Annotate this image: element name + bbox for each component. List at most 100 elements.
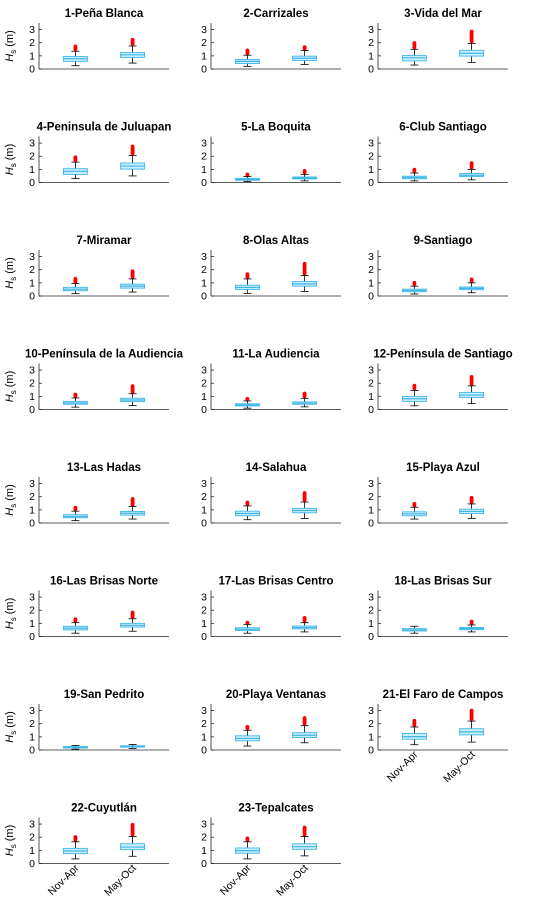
y-axis-label-subscript: s	[9, 617, 18, 621]
panel-title: 1-Peña Blanca	[65, 8, 144, 20]
box-may-oct	[292, 616, 318, 633]
y-tick-label: 3	[29, 251, 35, 263]
y-axis-label-subscript: s	[9, 163, 18, 167]
y-axis-label: Hs (m)	[4, 711, 18, 743]
panel-1: 1-Peña Blanca 0 123 Hs (m)	[4, 8, 169, 76]
y-tick-label: 0	[29, 404, 35, 416]
y-axis-label-unit: (m)	[4, 371, 16, 391]
y-tick-label: 2	[368, 605, 374, 617]
outlier-point	[73, 617, 78, 622]
y-tick-label: 0	[368, 404, 374, 416]
y-tick-label: 1	[368, 391, 374, 403]
panel-title: 8-Olas Altas	[243, 235, 309, 247]
y-tick-label: 3	[29, 365, 35, 377]
y-tick-label: 3	[201, 478, 207, 490]
box-may-oct	[292, 491, 318, 519]
y-tick-label: 0	[201, 64, 207, 76]
y-tick-label: 3	[201, 138, 207, 150]
panel-title: 19-San Pedrito	[64, 689, 145, 701]
panel-title: 6-Club Santiago	[399, 122, 487, 134]
y-tick-label: 0	[29, 745, 35, 757]
y-axis-label-subscript: s	[9, 390, 18, 394]
outlier-point	[412, 167, 417, 172]
box-may-oct	[459, 29, 485, 63]
y-axis-label-unit: (m)	[4, 598, 16, 618]
y-tick-label: 1	[201, 50, 207, 62]
outlier-point	[469, 619, 474, 624]
box-nov-apr	[401, 501, 427, 520]
y-axis-label-symbol: H	[4, 848, 16, 856]
box-nov-apr	[234, 48, 260, 67]
y-tick-label: 1	[29, 845, 35, 857]
panel-2: 2-Carrizales 0 123	[201, 8, 341, 76]
y-axis-label-unit: (m)	[4, 825, 16, 845]
y-tick-label: 0	[29, 64, 35, 76]
box-may-oct	[292, 716, 318, 744]
y-tick-label: 1	[29, 164, 35, 176]
box-nov-apr	[401, 718, 427, 746]
y-tick-label: 2	[368, 151, 374, 163]
outlier-point	[245, 48, 250, 53]
y-tick-label: 0	[201, 291, 207, 303]
y-tick-label: 3	[29, 592, 35, 604]
outlier-point	[412, 41, 417, 45]
y-tick-label: 0	[201, 858, 207, 870]
y-tick-label: 3	[368, 592, 374, 604]
box-nov-apr	[234, 620, 260, 634]
panel-title: 3-Vida del Mar	[404, 8, 482, 20]
panel-title: 9-Santiago	[414, 235, 473, 247]
box-nov-apr	[62, 276, 88, 295]
panel-title: 21-El Faro de Campos	[383, 689, 504, 701]
panel-13: 13-Las Hadas 0 123 Hs (m)	[4, 462, 169, 530]
y-tick-label: 1	[368, 164, 374, 176]
y-tick-label: 1	[201, 731, 207, 743]
y-tick-label: 0	[29, 291, 35, 303]
outlier-point	[245, 724, 250, 729]
y-axis-label-subscript: s	[9, 50, 18, 54]
outlier-point	[412, 383, 417, 388]
y-tick-label: 1	[29, 50, 35, 62]
outlier-point	[73, 505, 78, 510]
y-tick-label: 2	[201, 151, 207, 163]
outlier-point	[130, 822, 135, 827]
panel-21: 21-El Faro de Campos 0 123 Nov-Apr May-Oct	[368, 689, 508, 785]
y-tick-label: 2	[201, 605, 207, 617]
box-nov-apr	[62, 505, 88, 522]
outlier-point	[469, 495, 474, 500]
outlier-point	[412, 718, 417, 723]
y-tick-label: 2	[29, 491, 35, 503]
outlier-point	[245, 172, 250, 177]
box-nov-apr	[62, 155, 88, 179]
y-tick-label: 3	[201, 251, 207, 263]
y-tick-label: 2	[29, 605, 35, 617]
y-axis-label: Hs (m)	[4, 144, 18, 176]
x-tick-label: May-Oct	[274, 862, 311, 899]
y-tick-label: 3	[368, 24, 374, 36]
box-nov-apr	[401, 625, 427, 634]
y-tick-label: 2	[29, 151, 35, 163]
y-tick-label: 1	[201, 391, 207, 403]
box-may-oct	[120, 269, 146, 293]
y-tick-label: 1	[201, 277, 207, 289]
y-tick-label: 1	[368, 504, 374, 516]
outlier-point	[73, 835, 78, 839]
y-tick-label: 3	[29, 138, 35, 150]
outlier-point	[469, 277, 474, 282]
box-nov-apr	[401, 41, 427, 66]
y-tick-label: 2	[29, 264, 35, 276]
box-nov-apr	[234, 500, 260, 521]
panel-title: 22-Cuyutlán	[71, 803, 137, 815]
y-axis-label-subscript: s	[9, 844, 18, 848]
panel-7: 7-Miramar 0 123 Hs (m)	[4, 235, 169, 303]
box-may-oct	[459, 495, 485, 519]
y-tick-label: 1	[29, 618, 35, 630]
y-tick-label: 0	[368, 291, 374, 303]
